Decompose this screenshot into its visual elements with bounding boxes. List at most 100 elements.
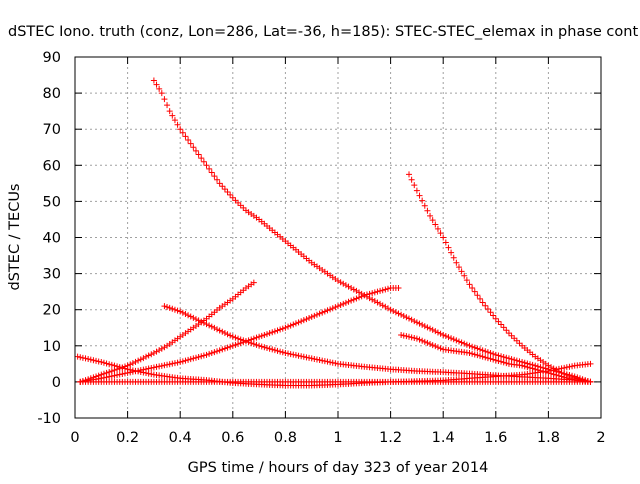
data-point — [437, 345, 444, 352]
data-point — [90, 357, 97, 364]
data-point — [329, 359, 336, 366]
data-point — [474, 352, 481, 359]
data-point — [287, 351, 294, 358]
data-point — [369, 290, 376, 297]
x-tick-label: 0.2 — [116, 430, 139, 446]
data-point — [413, 187, 420, 194]
data-series — [74, 353, 594, 389]
data-point — [345, 298, 352, 305]
data-point — [471, 344, 478, 351]
data-point — [319, 357, 326, 364]
data-point — [371, 289, 378, 296]
data-point — [298, 353, 305, 360]
data-point — [77, 354, 84, 361]
data-point — [369, 296, 376, 303]
data-point — [164, 361, 171, 368]
data-point — [258, 332, 265, 339]
data-point — [300, 353, 307, 360]
data-point — [116, 371, 123, 378]
data-point — [256, 342, 263, 349]
data-point — [106, 373, 113, 380]
data-point — [156, 363, 163, 370]
data-point — [277, 348, 284, 355]
data-point — [250, 335, 257, 342]
data-point — [164, 303, 171, 310]
data-point — [174, 121, 181, 128]
data-points — [74, 77, 594, 389]
data-point — [361, 292, 368, 299]
data-point — [537, 367, 544, 374]
data-point — [437, 330, 444, 337]
data-point — [406, 171, 413, 178]
data-point — [442, 333, 449, 340]
data-point — [135, 368, 142, 375]
data-point — [137, 368, 144, 375]
data-point — [413, 335, 420, 342]
data-point — [232, 334, 239, 341]
data-point — [169, 360, 176, 367]
data-point — [227, 191, 234, 198]
data-point — [235, 199, 242, 206]
data-point — [195, 151, 202, 158]
data-point — [311, 312, 318, 319]
data-point — [190, 144, 197, 151]
y-tick-label: 90 — [43, 50, 61, 66]
data-point — [290, 351, 297, 358]
data-point — [150, 350, 157, 357]
data-point — [477, 346, 484, 353]
data-point — [229, 194, 236, 201]
data-point — [466, 350, 473, 357]
data-point — [282, 350, 289, 357]
data-point — [261, 331, 268, 338]
data-point — [85, 356, 92, 363]
y-tick-label: 10 — [43, 339, 61, 355]
data-point — [127, 361, 134, 368]
data-series — [161, 303, 594, 385]
data-point — [448, 249, 455, 256]
data-point — [566, 363, 573, 370]
data-point — [143, 353, 150, 360]
data-point — [261, 344, 268, 351]
y-tick-label: 0 — [52, 375, 61, 391]
data-point — [427, 212, 434, 219]
data-point — [266, 330, 273, 337]
data-point — [479, 299, 486, 306]
data-point — [382, 286, 389, 293]
data-point — [329, 305, 336, 312]
data-point — [114, 372, 121, 379]
data-point — [548, 370, 555, 377]
data-point — [400, 313, 407, 320]
data-point — [505, 330, 512, 337]
data-point — [298, 318, 305, 325]
data-point — [563, 364, 570, 371]
data-point — [206, 350, 213, 357]
data-point — [392, 309, 399, 316]
data-point — [558, 373, 565, 380]
data-point — [271, 328, 278, 335]
data-point — [148, 351, 155, 358]
data-point — [482, 302, 489, 309]
data-point — [356, 289, 363, 296]
data-point — [553, 366, 560, 373]
data-point — [161, 344, 168, 351]
data-point — [153, 348, 160, 355]
data-point — [100, 359, 107, 366]
data-point — [440, 331, 447, 338]
data-point — [395, 310, 402, 317]
data-point — [148, 371, 155, 378]
x-tick-label: 1.4 — [432, 430, 455, 446]
data-point — [429, 326, 436, 333]
data-point — [490, 350, 497, 357]
data-point — [387, 306, 394, 313]
data-point — [208, 323, 215, 330]
data-point — [256, 333, 263, 340]
data-point — [498, 353, 505, 360]
data-point — [179, 309, 186, 316]
data-point — [308, 355, 315, 362]
data-point — [316, 310, 323, 317]
x-axis-label: GPS time / hours of day 323 of year 2014 — [188, 460, 489, 476]
data-point — [121, 365, 128, 372]
data-point — [74, 353, 81, 360]
data-point — [479, 347, 486, 354]
